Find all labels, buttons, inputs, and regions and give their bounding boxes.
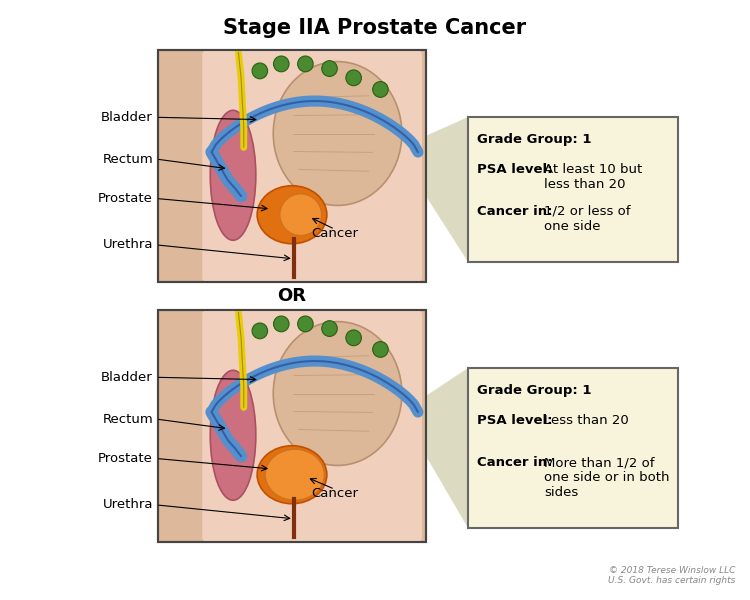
Ellipse shape — [274, 56, 289, 72]
Text: Urethra: Urethra — [103, 238, 153, 251]
Ellipse shape — [252, 323, 268, 339]
Text: PSA level:: PSA level: — [477, 163, 553, 176]
FancyBboxPatch shape — [202, 50, 422, 281]
Ellipse shape — [346, 330, 362, 346]
Ellipse shape — [346, 70, 362, 86]
Text: Cancer in:: Cancer in: — [477, 456, 553, 469]
Ellipse shape — [298, 316, 314, 332]
Text: Stage IIA Prostate Cancer: Stage IIA Prostate Cancer — [224, 18, 526, 38]
Text: Cancer in:: Cancer in: — [477, 205, 553, 218]
Text: Urethra: Urethra — [103, 499, 153, 511]
FancyBboxPatch shape — [158, 50, 426, 282]
FancyBboxPatch shape — [158, 310, 426, 542]
Text: Grade Group: 1: Grade Group: 1 — [477, 133, 592, 146]
Text: More than 1/2 of
one side or in both
sides: More than 1/2 of one side or in both sid… — [544, 456, 670, 499]
Text: Cancer: Cancer — [311, 227, 358, 240]
Ellipse shape — [298, 56, 314, 72]
Text: Less than 20: Less than 20 — [544, 414, 628, 427]
Ellipse shape — [274, 316, 289, 332]
Text: Cancer: Cancer — [311, 487, 358, 500]
Text: © 2018 Terese Winslow LLC
U.S. Govt. has certain rights: © 2018 Terese Winslow LLC U.S. Govt. has… — [608, 566, 735, 585]
Ellipse shape — [373, 82, 388, 97]
Ellipse shape — [273, 322, 402, 466]
Text: At least 10 but
less than 20: At least 10 but less than 20 — [544, 163, 642, 191]
FancyBboxPatch shape — [468, 368, 678, 528]
Ellipse shape — [257, 446, 327, 504]
Ellipse shape — [322, 320, 338, 337]
Text: Bladder: Bladder — [101, 111, 153, 124]
Polygon shape — [426, 368, 468, 528]
Text: OR: OR — [278, 287, 307, 305]
Ellipse shape — [252, 63, 268, 79]
Ellipse shape — [373, 341, 388, 358]
Text: PSA level:: PSA level: — [477, 414, 553, 427]
Text: Bladder: Bladder — [101, 371, 153, 384]
Text: Prostate: Prostate — [98, 452, 153, 465]
Text: Rectum: Rectum — [102, 413, 153, 425]
Ellipse shape — [210, 110, 256, 240]
Polygon shape — [426, 117, 468, 262]
Text: Grade Group: 1: Grade Group: 1 — [477, 384, 592, 397]
Text: 1/2 or less of
one side: 1/2 or less of one side — [544, 205, 631, 233]
Text: Prostate: Prostate — [98, 192, 153, 205]
Ellipse shape — [322, 61, 338, 76]
Ellipse shape — [257, 186, 327, 244]
Ellipse shape — [280, 194, 322, 236]
Ellipse shape — [210, 370, 256, 500]
Ellipse shape — [266, 449, 325, 500]
FancyBboxPatch shape — [202, 311, 422, 541]
Text: Rectum: Rectum — [102, 152, 153, 166]
Ellipse shape — [273, 62, 402, 205]
FancyBboxPatch shape — [468, 117, 678, 262]
